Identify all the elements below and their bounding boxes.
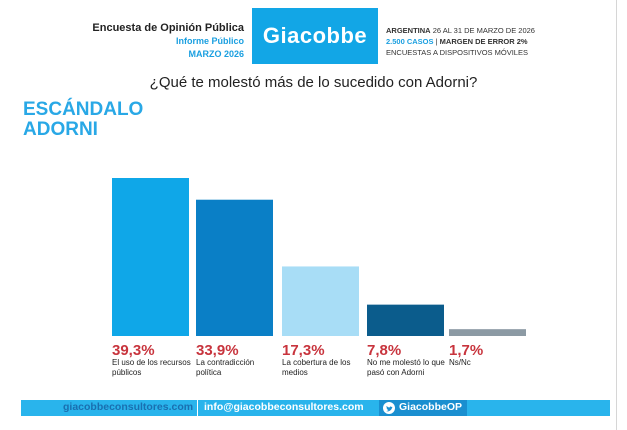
bar-value-label: 1,7% [449,342,484,359]
bar-2 [196,199,273,336]
bar-4 [367,304,444,336]
brand-name: Giacobbe [262,23,368,48]
twitter-link[interactable]: GiacobbeOP [379,400,467,416]
survey-dates: 26 AL 31 DE MARZO DE 2026 [432,26,535,35]
report-label: Informe Público [175,36,244,46]
bar-1 [112,178,189,336]
bar-category-label: Ns/Nc [449,358,471,367]
survey-sample: 2.500 CASOS | MARGEN DE ERROR 2% [386,36,556,47]
bar-value-label: 39,3% [112,342,155,359]
survey-info: Encuesta de Opinión Pública Informe Públ… [40,22,244,61]
headline: ESCÁNDALO ADORNI [23,100,143,140]
bar-value-label: 7,8% [367,342,402,359]
details-separator: | [435,37,440,46]
survey-question: ¿Qué te molestó más de lo sucedido con A… [149,74,478,91]
twitter-handle: GiacobbeOP [399,401,463,413]
footer-bar: giacobbeconsultores.com info@giacobbecon… [21,400,610,416]
survey-country: ARGENTINA [386,26,431,35]
bar-5 [449,329,526,336]
website-link[interactable]: giacobbeconsultores.com [63,401,194,413]
survey-details: ARGENTINA 26 AL 31 DE MARZO DE 2026 2.50… [386,25,556,58]
bar-category-label: No me molestó lo que pasó con Adorni [367,358,445,377]
brand-logo: Giacobbe [252,8,378,64]
bar-3 [282,266,359,336]
email-link[interactable]: info@giacobbeconsultores.com [204,401,364,413]
bar-value-label: 33,9% [196,342,239,359]
bar-value-label: 17,3% [282,342,325,359]
survey-method: ENCUESTAS A DISPOSITIVOS MÓVILES [386,48,528,57]
survey-cases: 2.500 CASOS [386,37,434,46]
twitter-bird-icon [383,402,395,414]
bar-category-label: La cobertura de los medios [282,358,351,377]
survey-margin: MARGEN DE ERROR 2% [439,37,528,46]
report-period: MARZO 2026 [188,49,244,59]
survey-title: Encuesta de Opinión Pública [92,22,244,34]
headline-line-2: ADORNI [23,119,98,140]
survey-location-dates: ARGENTINA 26 AL 31 DE MARZO DE 2026 [386,25,556,36]
bar-category-label: La contradicción política [196,358,255,377]
frame-border [616,0,617,430]
headline-line-1: ESCÁNDALO [23,99,144,120]
footer-divider [197,400,198,416]
bar-category-label: El uso de los recursos públicos [112,358,191,377]
